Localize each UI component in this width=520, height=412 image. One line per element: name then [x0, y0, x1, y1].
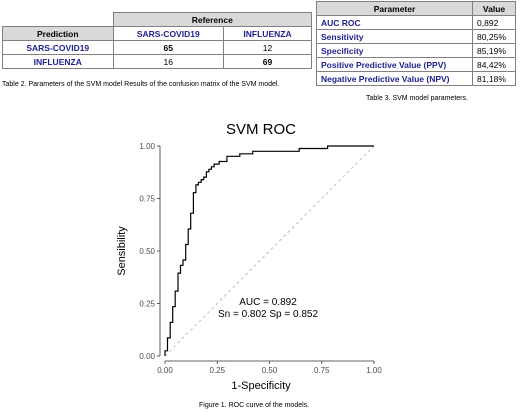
- table-row: INFLUENZA 16 69: [2, 54, 312, 69]
- param-name: Positive Predictive Value (PPV): [315, 57, 474, 72]
- reference-header: Reference: [112, 12, 313, 27]
- param-name: AUC ROC: [315, 15, 474, 30]
- table-row: AUC ROC 0,892: [315, 15, 516, 30]
- confusion-matrix-table: Reference Prediction SARS-COVID19 INFLUE…: [2, 12, 313, 69]
- param-value: 85,19%: [472, 43, 516, 58]
- reference-diagonal: [164, 145, 375, 357]
- param-name: Sensitivity: [315, 29, 474, 44]
- value-header: Value: [472, 1, 516, 16]
- table-row: Sensitivity 80,25%: [315, 29, 516, 44]
- table2-caption: Table 2. Parameters of the SVM model Res…: [2, 81, 280, 88]
- cell-value: 12: [223, 40, 312, 55]
- parameter-header: Parameter: [315, 1, 474, 16]
- row-label: INFLUENZA: [2, 54, 114, 69]
- y-tick-label: 1.00: [139, 142, 155, 151]
- chart-background: [108, 116, 396, 398]
- param-value: 0,892: [472, 15, 516, 30]
- prediction-header: Prediction: [2, 26, 114, 41]
- table-row: Positive Predictive Value (PPV) 84,42%: [315, 57, 516, 72]
- x-tick-label: 0.25: [209, 366, 225, 375]
- auc-annotation: AUC = 0.892: [239, 297, 297, 308]
- chart-title: SVM ROC: [226, 121, 296, 138]
- param-name: Specificity: [315, 43, 474, 58]
- table-row: Negative Predictive Value (NPV) 81,18%: [315, 71, 516, 86]
- param-value: 81,18%: [472, 71, 516, 86]
- cell-value: 69: [223, 54, 312, 69]
- param-value: 80,25%: [472, 29, 516, 44]
- sn-sp-annotation: Sn = 0.802 Sp = 0.852: [218, 309, 319, 320]
- y-tick-label: 0.25: [139, 300, 155, 309]
- cell-value: 65: [112, 40, 225, 55]
- x-tick-label: 0.00: [157, 366, 173, 375]
- x-axis-label: 1-Specificity: [231, 380, 291, 392]
- model-parameters-table: Parameter Value AUC ROC 0,892 Sensitivit…: [315, 1, 516, 86]
- col-header-influenza: INFLUENZA: [223, 26, 312, 41]
- table3-caption: Table 3. SVM model parameters.: [366, 95, 468, 102]
- y-axis-label: Sensibility: [116, 226, 128, 276]
- param-name: Negative Predictive Value (NPV): [315, 71, 474, 86]
- figure-caption: Figure 1. ROC curve of the models.: [199, 402, 310, 409]
- blank-cell: [2, 12, 114, 27]
- param-value: 84,42%: [472, 57, 516, 72]
- x-tick-label: 0.75: [314, 366, 330, 375]
- y-tick-label: 0.50: [139, 247, 155, 256]
- x-tick-label: 0.50: [262, 366, 278, 375]
- col-header-sars: SARS-COVID19: [112, 26, 225, 41]
- table-row: SARS-COVID19 65 12: [2, 40, 312, 55]
- x-tick-label: 1.00: [366, 366, 382, 375]
- table-row: Specificity 85,19%: [315, 43, 516, 58]
- roc-curve: [164, 145, 374, 356]
- row-label: SARS-COVID19: [2, 40, 114, 55]
- chart-axes: 0.00 0.25 0.50 0.75 1.00 0.00 0.25 0.50 0.75 1.00: [139, 142, 382, 375]
- y-tick-label: 0.00: [139, 352, 155, 361]
- y-tick-label: 0.75: [139, 195, 155, 204]
- roc-chart: SVM ROC 0.00 0.25 0.50 0.75 1.00 0.00 0.25 0.50…: [108, 116, 396, 398]
- cell-value: 16: [112, 54, 225, 69]
